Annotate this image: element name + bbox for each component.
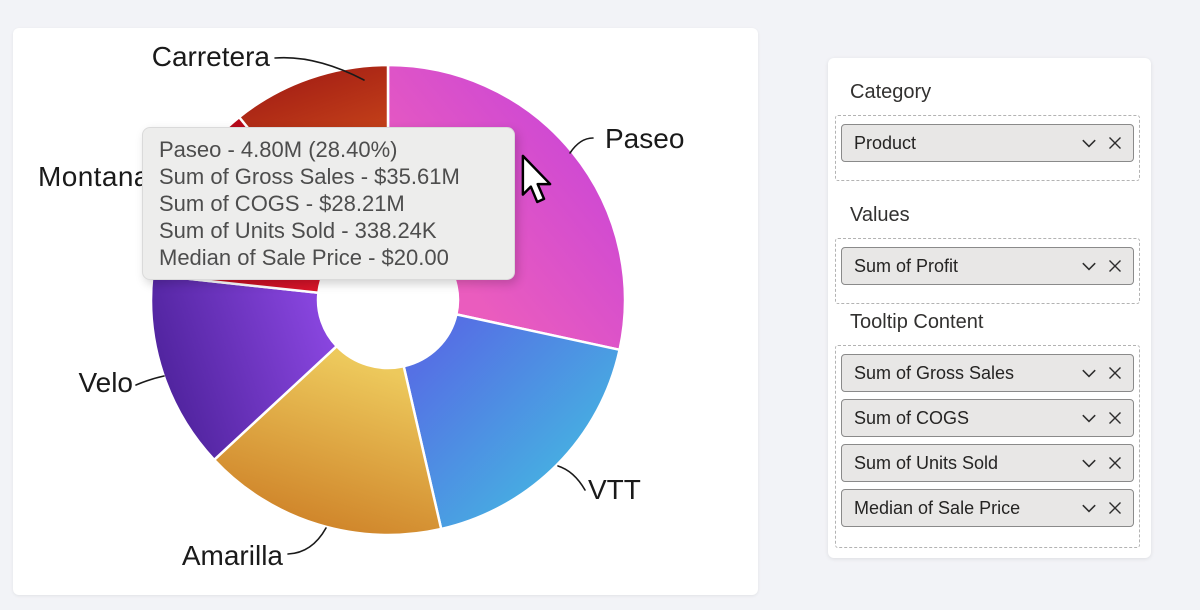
- chevron-down-icon[interactable]: [1080, 409, 1098, 427]
- field-pill-icons: [1080, 364, 1123, 382]
- tooltip-line: Paseo - 4.80M (28.40%): [159, 137, 398, 162]
- field-pill-icons: [1080, 454, 1123, 472]
- slice-label: Carretera: [152, 41, 271, 72]
- fields-panel: Category Product Values Sum of Profit Toolti…: [828, 58, 1151, 558]
- field-well-section: Category Product: [835, 82, 1140, 181]
- slice-label: Paseo: [605, 123, 684, 154]
- slice-label: Velo: [79, 367, 134, 398]
- donut-chart[interactable]: Paseo VTT Amarilla Velo Montana Carretera: [13, 28, 758, 595]
- tooltip-line: Sum of Gross Sales - $35.61M: [159, 164, 460, 189]
- field-well-section: Values Sum of Profit: [835, 205, 1140, 304]
- field-pill-label: Sum of Profit: [854, 255, 959, 276]
- field-pill-icons: [1080, 409, 1123, 427]
- field-well-dropzone[interactable]: Sum of Profit: [835, 238, 1140, 304]
- remove-field-icon[interactable]: [1107, 258, 1123, 274]
- field-pill[interactable]: Product: [841, 124, 1134, 162]
- well-label: Category: [850, 81, 932, 103]
- field-well-dropzone[interactable]: Sum of Gross Sales Sum of COGS Sum of Unit…: [835, 345, 1140, 548]
- remove-field-icon[interactable]: [1107, 500, 1123, 516]
- remove-field-icon[interactable]: [1107, 410, 1123, 426]
- field-pill-label: Sum of COGS: [854, 407, 970, 428]
- donut-chart-card: Paseo VTT Amarilla Velo Montana Carretera Pas…: [13, 28, 758, 595]
- well-label: Tooltip Content: [850, 311, 984, 333]
- mouse-cursor-icon: [521, 154, 552, 204]
- donut-slice-velo[interactable]: [149, 273, 338, 462]
- chevron-down-icon[interactable]: [1080, 499, 1098, 517]
- field-pill[interactable]: Median of Sale Price: [841, 489, 1134, 527]
- field-pill[interactable]: Sum of Profit: [841, 247, 1134, 285]
- field-pill-icons: [1080, 134, 1123, 152]
- field-pill-label: Sum of Gross Sales: [854, 362, 1015, 383]
- tooltip-line: Sum of Units Sold - 338.24K: [159, 218, 437, 243]
- field-pill[interactable]: Sum of Units Sold: [841, 444, 1134, 482]
- remove-field-icon[interactable]: [1107, 135, 1123, 151]
- chevron-down-icon[interactable]: [1080, 364, 1098, 382]
- chevron-down-icon[interactable]: [1080, 134, 1098, 152]
- field-pill-icons: [1080, 499, 1123, 517]
- field-pill[interactable]: Sum of COGS: [841, 399, 1134, 437]
- tooltip-line: Sum of COGS - $28.21M: [159, 191, 405, 216]
- chart-tooltip: Paseo - 4.80M (28.40%) Sum of Gross Sales…: [142, 127, 515, 280]
- field-pill-label: Sum of Units Sold: [854, 452, 999, 473]
- tooltip-line: Median of Sale Price - $20.00: [159, 245, 449, 270]
- field-well-dropzone[interactable]: Product: [835, 115, 1140, 181]
- field-pill-label: Median of Sale Price: [854, 497, 1021, 518]
- slice-label-connector: [557, 465, 586, 491]
- field-pill-icons: [1080, 257, 1123, 275]
- field-pill[interactable]: Sum of Gross Sales: [841, 354, 1134, 392]
- well-label: Values: [850, 204, 910, 226]
- chevron-down-icon[interactable]: [1080, 454, 1098, 472]
- donut-slice-amarilla[interactable]: [212, 344, 443, 537]
- slice-label-connector: [135, 375, 165, 386]
- remove-field-icon[interactable]: [1107, 365, 1123, 381]
- slice-label: Montana: [38, 161, 150, 192]
- slice-label-connector: [569, 137, 594, 154]
- slice-label: Amarilla: [182, 540, 284, 571]
- donut-slice-vtt[interactable]: [402, 313, 621, 531]
- slice-label: VTT: [588, 474, 641, 505]
- field-pill-label: Product: [854, 132, 917, 153]
- slice-label-connector: [287, 527, 327, 555]
- remove-field-icon[interactable]: [1107, 455, 1123, 471]
- slice-label-connector: [274, 56, 365, 81]
- field-well-section: Tooltip Content Sum of Gross Sales Sum of …: [835, 312, 1140, 548]
- chevron-down-icon[interactable]: [1080, 257, 1098, 275]
